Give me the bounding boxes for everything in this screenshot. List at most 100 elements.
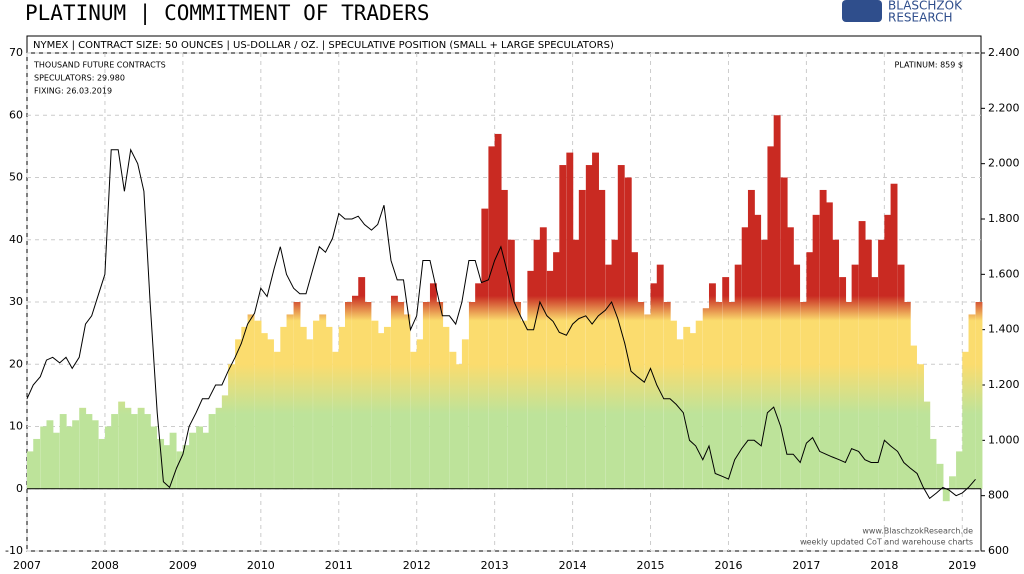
y2-tick-label: 1.000 — [988, 433, 1020, 446]
bar — [442, 326, 450, 489]
bar — [903, 302, 911, 489]
bar — [332, 351, 340, 489]
bar — [845, 302, 853, 489]
x-tick-label: 2008 — [91, 559, 119, 572]
bar — [500, 189, 508, 489]
bar — [942, 488, 950, 502]
bar — [390, 295, 398, 489]
y-tick-label: 70 — [9, 46, 23, 59]
bar — [410, 351, 418, 489]
bar — [929, 438, 937, 489]
bar — [884, 214, 892, 489]
bar — [624, 177, 632, 489]
bar — [767, 146, 775, 489]
bar — [910, 345, 917, 489]
bar — [455, 364, 463, 489]
bar — [839, 277, 847, 489]
bar — [741, 227, 749, 489]
bar — [644, 314, 652, 489]
bar — [539, 227, 547, 489]
y-tick-label: 30 — [9, 295, 23, 308]
bar — [72, 420, 80, 489]
bar — [325, 326, 333, 489]
bar — [235, 339, 242, 489]
bar — [917, 364, 924, 489]
y2-tick-label: 1.800 — [988, 212, 1020, 225]
x-tick-label: 2018 — [870, 559, 898, 572]
bar — [416, 339, 424, 489]
bar — [520, 320, 528, 489]
bar — [631, 252, 638, 489]
bar — [514, 302, 522, 489]
bar — [878, 239, 886, 489]
bar — [358, 277, 366, 489]
y-tick-label: 10 — [9, 420, 23, 433]
bar — [832, 239, 840, 489]
bar — [728, 302, 736, 489]
bar — [793, 264, 801, 489]
bar — [364, 302, 372, 489]
bar — [189, 432, 197, 489]
bar — [695, 320, 703, 489]
bar — [111, 414, 119, 489]
bar — [130, 414, 138, 489]
bar — [825, 202, 833, 489]
bar — [897, 264, 905, 489]
bar — [247, 314, 255, 489]
bar — [52, 432, 60, 489]
bar — [747, 189, 755, 489]
annotation: FIXING: 26.03.2019 — [34, 87, 112, 96]
bar — [241, 326, 249, 489]
bar — [722, 277, 730, 489]
bar — [40, 426, 48, 489]
bar — [683, 326, 691, 489]
logo-text: RESEARCH — [888, 11, 952, 25]
bar — [319, 314, 327, 489]
bar — [617, 165, 625, 489]
x-tick-label: 2017 — [792, 559, 820, 572]
bar — [780, 177, 788, 489]
y2-tick-label: 1.400 — [988, 323, 1020, 336]
bar — [59, 414, 67, 489]
bar — [299, 326, 307, 489]
bar — [306, 339, 313, 489]
logo-icon — [842, 0, 882, 22]
x-tick-label: 2014 — [559, 559, 587, 572]
annotation: THOUSAND FUTURE CONTRACTS — [33, 61, 166, 70]
bar — [150, 426, 158, 489]
bar — [761, 239, 769, 489]
bar — [137, 407, 145, 489]
bar — [286, 314, 294, 489]
bar — [254, 320, 262, 489]
bar — [163, 445, 171, 489]
bar — [397, 302, 405, 489]
y2-tick-label: 2.400 — [988, 46, 1020, 59]
x-tick-label: 2009 — [169, 559, 197, 572]
bar — [637, 302, 645, 489]
bar — [585, 165, 593, 489]
y2-tick-label: 600 — [988, 544, 1009, 557]
bar — [228, 364, 235, 489]
bar — [208, 414, 216, 489]
bar — [605, 264, 613, 489]
bar — [507, 239, 515, 489]
bar — [449, 351, 457, 489]
bar — [968, 314, 976, 489]
bar — [260, 333, 268, 489]
bar — [352, 295, 359, 489]
bar — [468, 302, 476, 489]
bar — [383, 326, 391, 489]
bar — [79, 407, 87, 489]
bar — [85, 414, 93, 489]
price-annotation: PLATINUM: 859 $ — [895, 61, 963, 70]
bar — [371, 320, 379, 489]
bar — [566, 152, 574, 489]
bar — [196, 426, 204, 489]
bar — [949, 476, 956, 489]
bar — [773, 115, 781, 489]
bar — [812, 214, 820, 489]
bar — [975, 302, 983, 489]
chart-title: PLATINUM | COMMITMENT OF TRADERS — [25, 1, 430, 26]
bar — [533, 239, 541, 489]
bar — [598, 189, 606, 489]
